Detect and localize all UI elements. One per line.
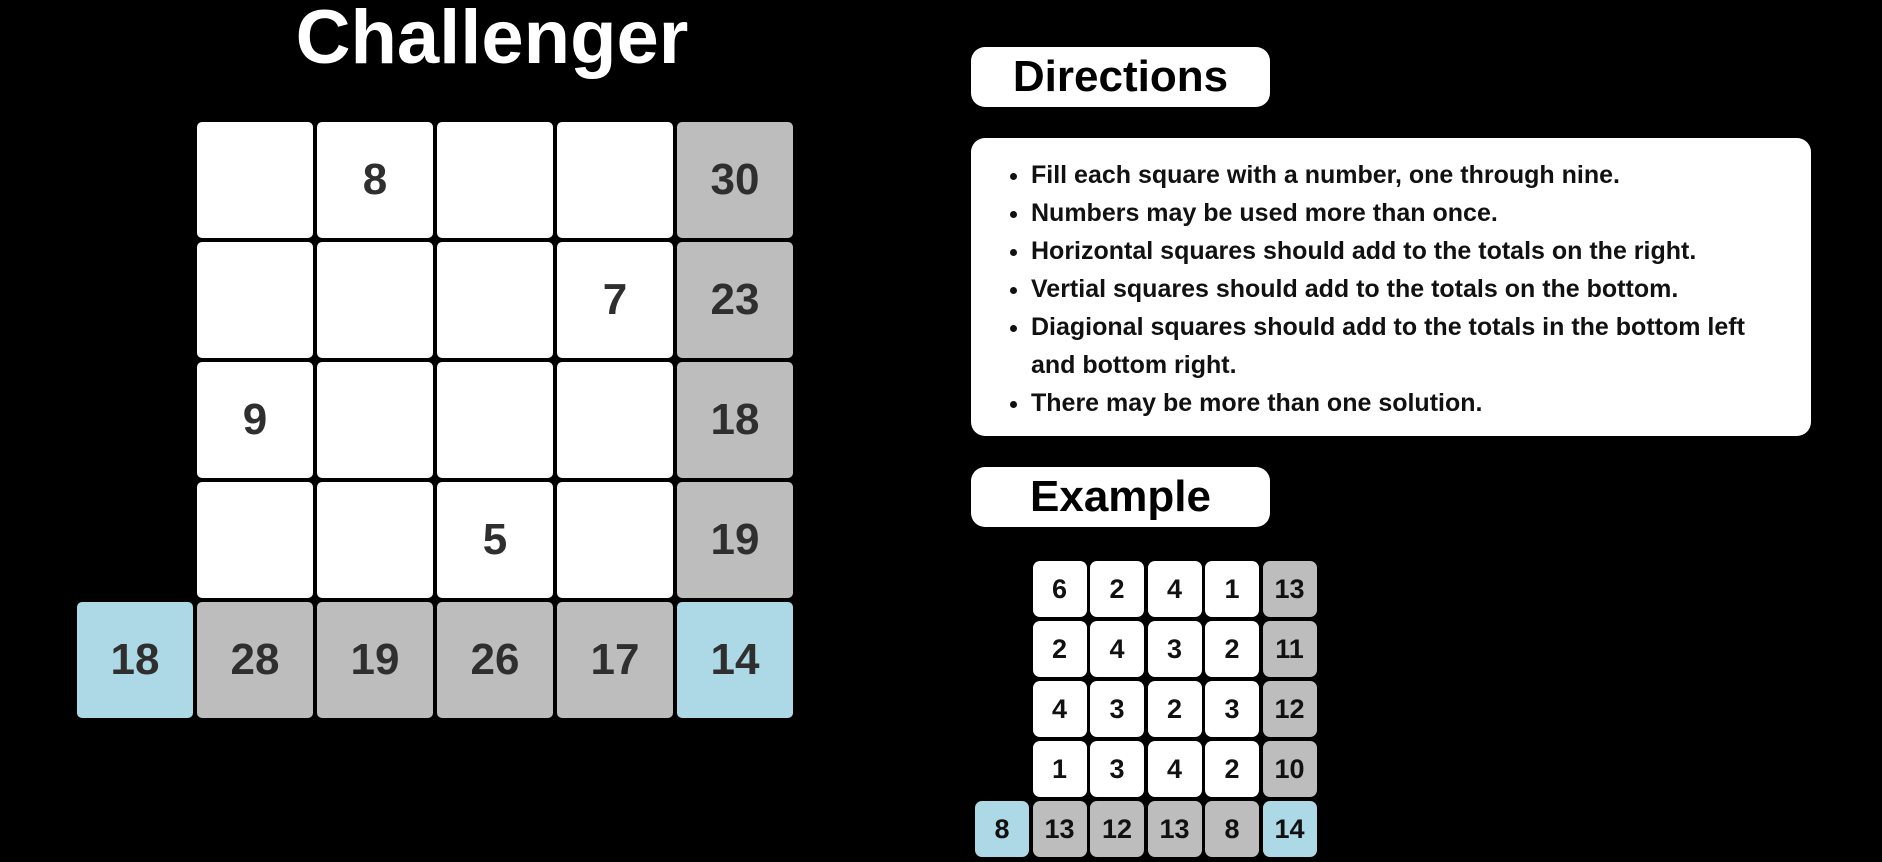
puzzle-cell[interactable] xyxy=(317,482,433,598)
directions-list: Fill each square with a number, one thro… xyxy=(1031,156,1791,422)
example-cell: 2 xyxy=(1032,621,1087,677)
column-total: 17 xyxy=(557,602,673,718)
direction-item: Diagional squares should add to the tota… xyxy=(1031,308,1791,384)
puzzle-cell[interactable] xyxy=(557,482,673,598)
row-total: 10 xyxy=(1262,741,1317,797)
row-total: 30 xyxy=(677,122,793,238)
puzzle-cell[interactable] xyxy=(197,122,313,238)
puzzle-cell[interactable]: 8 xyxy=(317,122,433,238)
puzzle-cell[interactable]: 9 xyxy=(197,362,313,478)
puzzle-cell[interactable] xyxy=(557,122,673,238)
example-heading: Example xyxy=(971,467,1270,527)
example-cell: 1 xyxy=(1205,561,1259,617)
puzzle-cell[interactable] xyxy=(557,362,673,478)
column-total: 19 xyxy=(317,602,433,718)
column-total: 8 xyxy=(1205,801,1259,857)
puzzle-cell[interactable] xyxy=(437,242,553,358)
example-cell: 3 xyxy=(1090,681,1144,737)
diagonal-right-total: 14 xyxy=(1262,801,1317,857)
column-total: 28 xyxy=(197,602,313,718)
puzzle-cell[interactable] xyxy=(197,242,313,358)
example-cell: 3 xyxy=(1147,621,1202,677)
column-total: 13 xyxy=(1032,801,1087,857)
example-cell: 4 xyxy=(1090,621,1144,677)
diagonal-left-total: 18 xyxy=(77,602,193,718)
direction-item: There may be more than one solution. xyxy=(1031,384,1791,422)
direction-item: Numbers may be used more than once. xyxy=(1031,194,1791,232)
puzzle-cell[interactable] xyxy=(317,242,433,358)
example-cell: 2 xyxy=(1205,741,1259,797)
row-total: 18 xyxy=(677,362,793,478)
directions-heading: Directions xyxy=(971,47,1270,107)
row-total: 13 xyxy=(1262,561,1317,617)
row-total: 19 xyxy=(677,482,793,598)
direction-item: Horizontal squares should add to the tot… xyxy=(1031,232,1791,270)
example-cell: 4 xyxy=(1147,561,1202,617)
puzzle-cell[interactable]: 7 xyxy=(557,242,673,358)
row-total: 11 xyxy=(1262,621,1317,677)
example-cell: 4 xyxy=(1032,681,1087,737)
example-cell: 2 xyxy=(1147,681,1202,737)
puzzle-cell[interactable]: 5 xyxy=(437,482,553,598)
puzzle-cell[interactable] xyxy=(437,362,553,478)
column-total: 26 xyxy=(437,602,553,718)
direction-item: Fill each square with a number, one thro… xyxy=(1031,156,1791,194)
column-total: 12 xyxy=(1090,801,1144,857)
example-cell: 3 xyxy=(1205,681,1259,737)
diagonal-right-total: 14 xyxy=(677,602,793,718)
example-cell: 6 xyxy=(1032,561,1087,617)
column-total: 13 xyxy=(1147,801,1202,857)
example-cell: 3 xyxy=(1090,741,1144,797)
row-total: 23 xyxy=(677,242,793,358)
directions-panel: Fill each square with a number, one thro… xyxy=(971,138,1811,436)
example-cell: 2 xyxy=(1090,561,1144,617)
diagonal-left-total: 8 xyxy=(975,801,1029,857)
row-total: 12 xyxy=(1262,681,1317,737)
puzzle-cell[interactable] xyxy=(197,482,313,598)
puzzle-cell[interactable] xyxy=(317,362,433,478)
direction-item: Vertial squares should add to the totals… xyxy=(1031,270,1791,308)
page-title: Challenger xyxy=(295,0,689,80)
example-cell: 1 xyxy=(1032,741,1087,797)
example-cell: 4 xyxy=(1147,741,1202,797)
example-cell: 2 xyxy=(1205,621,1259,677)
puzzle-cell[interactable] xyxy=(437,122,553,238)
